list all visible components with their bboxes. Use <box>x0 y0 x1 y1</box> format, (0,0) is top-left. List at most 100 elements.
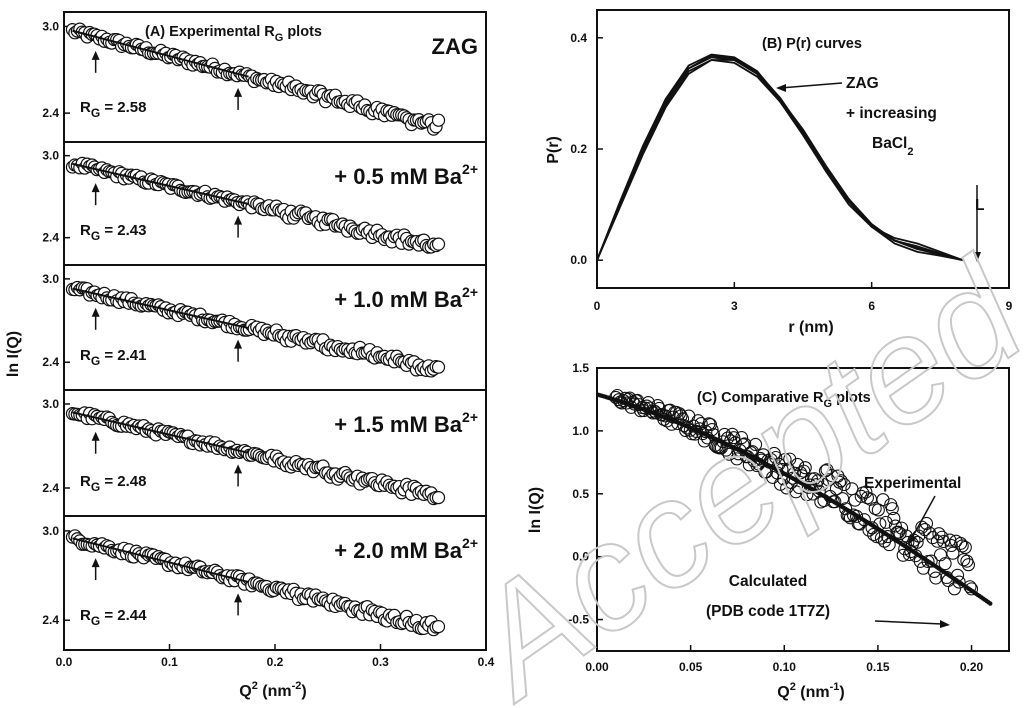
panel-c-xtick-label: 0.10 <box>773 660 797 674</box>
panel-c-experimental-point <box>961 558 975 572</box>
panel-c-experimental-point <box>703 418 718 432</box>
panel-b-ytick-label: 0.0 <box>570 253 587 267</box>
panel-b-xtick-label: 9 <box>1006 299 1013 313</box>
panel-b-pr-curve <box>596 59 964 262</box>
panel-c-experimental-point <box>893 526 907 541</box>
panel-c-experimental-point <box>946 546 960 560</box>
panel-c-experimental-point <box>694 417 708 431</box>
panel-c-experimental-point <box>940 570 954 585</box>
panel-c-experimental-point <box>836 492 850 506</box>
panel-c-xlabel: Q2 (nm-1) <box>777 681 844 701</box>
panel-c-experimental-point <box>811 474 825 488</box>
panel-c-experimental-point <box>699 425 713 439</box>
panel-c-experimental-point <box>876 493 890 507</box>
panel-a-condition-label: ZAG <box>432 34 478 59</box>
panel-b-annotation-arrow <box>779 82 843 89</box>
panel-c-ytick-label: -0.5 <box>568 613 589 627</box>
panel-c-experimental-point <box>730 452 744 466</box>
panel-a-fit-arrowhead <box>91 558 100 568</box>
panel-a-data-point <box>431 620 446 634</box>
panel-c-xtick-label: 0.15 <box>866 660 890 674</box>
panel-c-experimental-point <box>958 540 972 554</box>
panel-c-experimental-point <box>913 554 927 568</box>
panel-a-subplot: 3.0 2.4 RG = 2.48 + 1.5 mM Ba2+ <box>42 389 487 517</box>
panel-c-calculated-arrow <box>874 620 943 625</box>
panel-c-calculated-arrowhead <box>940 620 950 628</box>
panel-a-fit-arrowhead <box>91 50 100 60</box>
panel-c-experimental-point <box>766 470 780 484</box>
panel-c-experimental-point <box>696 427 710 441</box>
panel-c-experimental-point <box>794 466 808 480</box>
panel-c-experimental-point <box>831 469 845 483</box>
panel-c-experimental-point <box>867 527 881 542</box>
panel-c-experimental-arrow <box>911 495 936 539</box>
panel-a-ytick-label: 3.0 <box>42 19 59 33</box>
panel-c-experimental-point <box>952 575 966 589</box>
panel-a-fit-line <box>72 537 249 584</box>
panel-c-experimental-point <box>865 521 879 535</box>
panel-c-experimental-point <box>829 482 843 496</box>
panel-c-ytick-label: 0.5 <box>572 487 589 501</box>
panel-c-experimental-point <box>721 431 735 445</box>
panel-b-ylabel: P(r) <box>545 136 562 164</box>
panel-b-ytick-label: 0.4 <box>570 31 587 45</box>
panel-a-rg-label: RG = 2.48 <box>80 473 146 494</box>
panel-c-experimental-point <box>947 582 962 596</box>
panel-a-data-point <box>431 360 446 374</box>
panel-c-xtick-label: 0.20 <box>960 660 984 674</box>
panel-c-experimental-point <box>929 571 943 585</box>
panel-c-experimental-point <box>954 536 968 550</box>
panel-a-data-point <box>431 113 446 127</box>
panel-c-experimental-point <box>927 564 941 578</box>
panel-a-xtick-label: 0.4 <box>478 655 495 669</box>
panel-c-experimental-point <box>963 580 977 594</box>
panel-a-condition-label: + 0.5 mM Ba2+ <box>334 161 478 189</box>
panel-a-data-point <box>431 237 446 251</box>
panel-c-experimental-point <box>924 554 938 568</box>
panel-a-fit-arrowhead <box>234 339 243 349</box>
panel-a-fit-arrowhead <box>234 215 243 225</box>
panel-c-calculated-point <box>988 601 993 606</box>
panel-a-subplot: 3.0 2.4 RG = 2.44 + 2.0 mM Ba2+ <box>42 515 487 651</box>
panel-c-experimental-point <box>874 531 888 545</box>
panel-c-experimental-point <box>755 453 769 467</box>
panel-a-condition-label: + 1.5 mM Ba2+ <box>334 409 478 437</box>
panel-c-experimental-point <box>933 548 948 562</box>
panel-a-rg-label: RG = 2.44 <box>80 607 147 628</box>
panel-c-experimental-point <box>806 487 820 501</box>
panel-c-experimental-point <box>850 509 864 523</box>
panel-c-experimental-point <box>848 493 862 507</box>
panel-a: (A) Experimental RG plots 3.0 2.4 RG = 2.5… <box>5 11 495 700</box>
panel-c-experimental-point <box>735 431 749 445</box>
panel-c-experimental-point <box>689 424 704 439</box>
panel-c-title: (C) Comparative RG plots <box>697 390 871 410</box>
panel-c-experimental-point <box>753 451 767 465</box>
panel-a-subplot: 3.0 2.4 RG = 2.43 + 0.5 mM Ba2+ <box>42 141 487 266</box>
panel-b-annotation-zag: ZAG <box>846 75 879 92</box>
panel-a-rg-label: RG = 2.43 <box>80 222 146 243</box>
panel-c-experimental-point <box>769 450 783 465</box>
panel-c-experimental-point <box>738 437 752 451</box>
panel-c-calculated-label: Calculated <box>729 573 807 590</box>
panel-c-experimental-point <box>895 521 909 535</box>
panel-c-experimental-point <box>877 534 892 548</box>
panel-a-ytick-label: 3.0 <box>42 149 59 163</box>
panel-c-experimental-point <box>800 488 814 502</box>
panel-a-subplot: 3.0 2.4 RG = 2.58 ZAG <box>42 11 487 143</box>
panel-b-l-arrowhead <box>973 252 981 262</box>
panel-a-ytick-label: 2.4 <box>42 231 59 245</box>
panel-a-ylabel: ln I(Q) <box>5 331 22 377</box>
panel-c-experimental-point <box>885 502 899 516</box>
panel-c-experimental-point <box>744 445 758 460</box>
panel-c-experimental-point <box>798 461 812 475</box>
panel-a-title: (A) Experimental RG plots <box>145 24 322 44</box>
panel-c-experimental-point <box>674 409 688 423</box>
panel-b-annotation-bacl2: BaCl2 <box>872 135 913 158</box>
panel-b-xtick-label: 3 <box>731 299 738 313</box>
panel-c-xtick-label: 0.05 <box>679 660 703 674</box>
panel-c-experimental-point <box>787 466 801 480</box>
panel-c-experimental-point <box>842 509 856 523</box>
panel-a-ytick-label: 2.4 <box>42 481 59 495</box>
panel-c-frame <box>596 367 1010 652</box>
panel-c-experimental-point <box>727 431 741 445</box>
